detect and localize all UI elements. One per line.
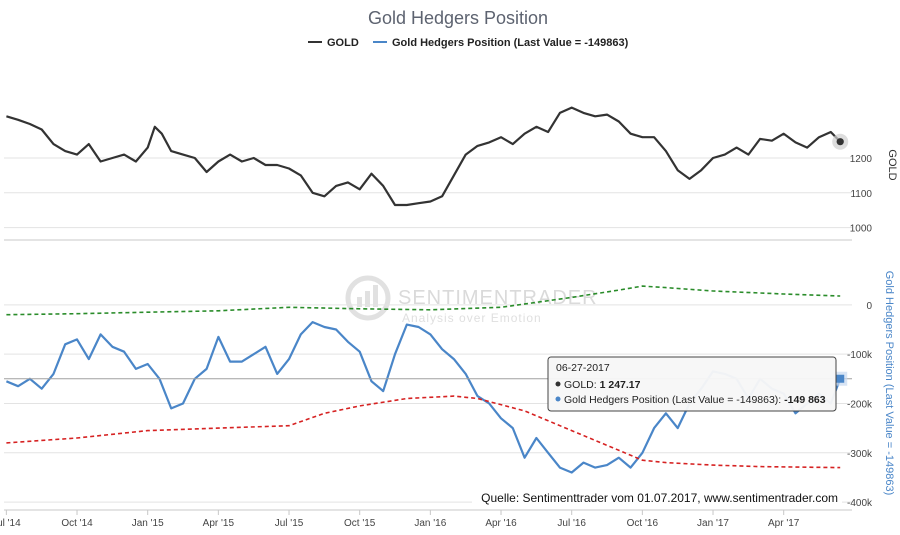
- gold-series-group: [6, 106, 841, 207]
- legend-hedgers-label: Gold Hedgers Position (Last Value = -149…: [392, 37, 629, 49]
- y-tick-label-1-2: -200k: [847, 399, 873, 410]
- source-note: Quelle: Sentimenttrader vom 01.07.2017, …: [481, 491, 838, 505]
- x-tick-label-1: Oct '14: [61, 518, 93, 529]
- legend-item-hedgers[interactable]: Gold Hedgers Position (Last Value = -149…: [373, 37, 629, 49]
- series-line-lower-band[interactable]: [6, 395, 841, 469]
- tooltip-date: 06-27-2017: [556, 362, 610, 374]
- watermark-brand: SENTIMENTRADER: [398, 287, 598, 309]
- x-tick-label-3: Apr '15: [203, 518, 235, 529]
- y-tick-label-0-1: 1100: [850, 189, 872, 200]
- hedgers-axis-title: Gold Hedgers Position (Last Value = -149…: [883, 271, 895, 496]
- watermark: SENTIMENTRADER Analysis over Emotion: [345, 275, 598, 325]
- gold-panel: 1000 1100 1200: [4, 106, 873, 235]
- chart-title: Gold Hedgers Position: [368, 8, 548, 28]
- gold-hover-marker[interactable]: [836, 138, 844, 146]
- legend-gold-label: GOLD: [327, 37, 359, 49]
- watermark-tagline: Analysis over Emotion: [402, 311, 542, 325]
- y-tick-label-1-4: -400k: [847, 498, 873, 509]
- tooltip-gold-dot: [555, 381, 561, 387]
- legend: GOLD Gold Hedgers Position (Last Value =…: [308, 37, 629, 49]
- x-tick-label-6: Jan '16: [414, 518, 446, 529]
- x-tick-label-9: Oct '16: [627, 518, 659, 529]
- x-tick-label-0: Jul '14: [0, 518, 21, 529]
- hedgers-y-ticks: 0 -100k -200k -300k -400k: [847, 301, 873, 509]
- gold-axis-title: GOLD: [886, 149, 898, 180]
- tooltip-hedgers-dot: [555, 396, 561, 402]
- x-tick-label-8: Jul '16: [557, 518, 586, 529]
- hedgers-gridlines: [4, 304, 852, 503]
- x-tick-label-2: Jan '15: [132, 518, 164, 529]
- hover-markers: [832, 133, 849, 386]
- x-tick-label-4: Jul '15: [275, 518, 304, 529]
- hedgers-panel: 0 -100k -200k -300k -400k: [4, 285, 873, 509]
- gold-gridlines: [4, 157, 852, 229]
- series-line-upper-band[interactable]: [6, 285, 841, 316]
- x-tick-label-7: Apr '16: [485, 518, 517, 529]
- watermark-logo: [345, 275, 391, 321]
- y-tick-label-1-3: -300k: [847, 449, 873, 460]
- x-tick-label-10: Jan '17: [697, 518, 729, 529]
- y-tick-label-1-1: -100k: [847, 350, 873, 361]
- x-tick-label-5: Oct '15: [344, 518, 376, 529]
- y-tick-label-0-0: 1000: [850, 224, 873, 235]
- tooltip-hedgers-row: Gold Hedgers Position (Last Value = -149…: [564, 394, 826, 406]
- tooltip: 06-27-2017 GOLD: 1 247.17 Gold Hedgers P…: [547, 356, 837, 412]
- y-tick-label-0-2: 1200: [850, 154, 873, 165]
- tooltip-box: [547, 356, 837, 412]
- series-line-gold[interactable]: [6, 106, 841, 207]
- x-axis-ticks: Jul '14 Oct '14 Jan '15 Apr '15 Jul '15 Oct '…: [0, 510, 800, 529]
- hedgers-hover-marker[interactable]: [836, 374, 845, 383]
- y-tick-label-1-0: 0: [866, 301, 872, 312]
- tooltip-gold-row: GOLD: 1 247.17: [564, 379, 641, 391]
- gold-y-ticks: 1000 1100 1200: [850, 154, 873, 235]
- legend-item-gold[interactable]: GOLD: [308, 37, 359, 49]
- x-tick-label-11: Apr '17: [768, 518, 800, 529]
- source-note-bg: [472, 489, 842, 506]
